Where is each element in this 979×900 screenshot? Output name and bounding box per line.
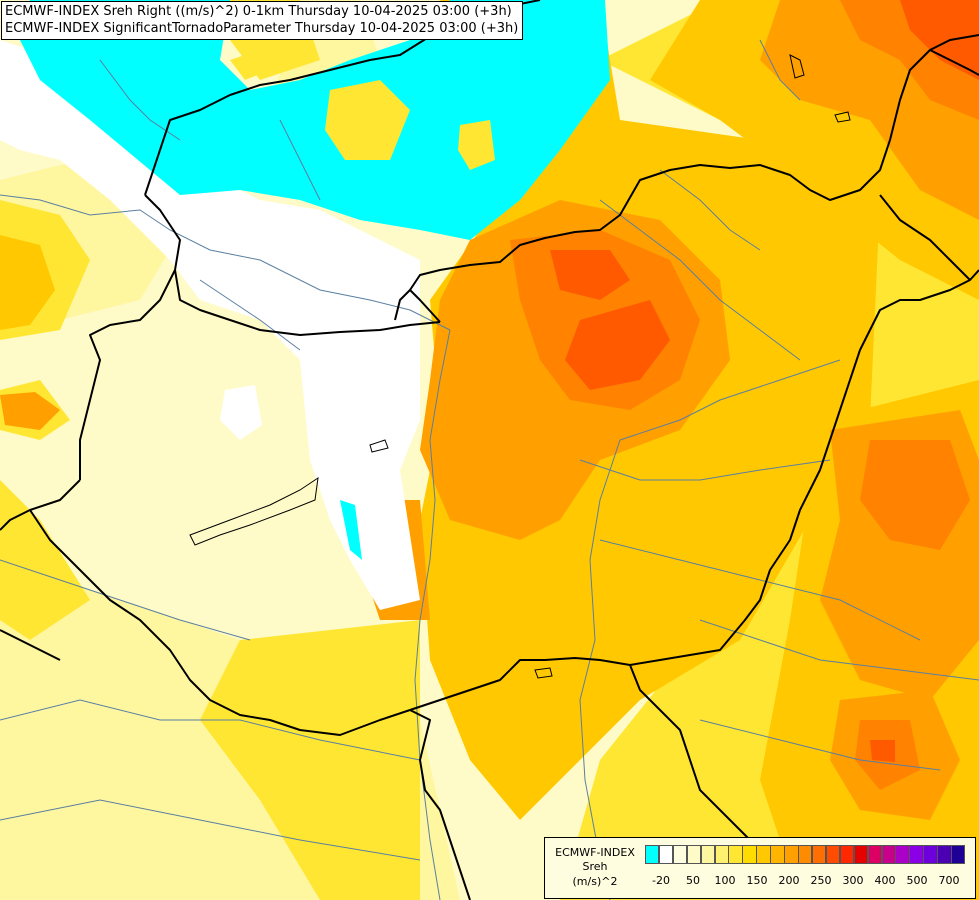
legend-swatch bbox=[839, 845, 855, 864]
field-cyan-holes bbox=[230, 50, 495, 170]
legend-swatch bbox=[811, 845, 827, 864]
legend-swatch bbox=[700, 845, 716, 864]
legend-tick-label: 150 bbox=[746, 874, 768, 887]
legend-swatch bbox=[825, 845, 841, 864]
legend-swatch bbox=[686, 845, 702, 864]
color-legend: ECMWF-INDEX Sreh (m/s)^2 -20 50 100 150 200 2… bbox=[544, 837, 976, 899]
legend-swatch bbox=[853, 845, 869, 864]
field-red-orange bbox=[550, 0, 979, 762]
legend-swatch bbox=[658, 845, 674, 864]
field-white bbox=[0, 40, 420, 610]
legend-tick-label: 50 bbox=[686, 874, 700, 887]
legend-swatch bbox=[937, 845, 952, 864]
legend-swatch bbox=[714, 845, 729, 864]
legend-swatch bbox=[672, 845, 688, 864]
title-line-2: ECMWF-INDEX SignificantTornadoParameter … bbox=[5, 21, 519, 36]
legend-swatch bbox=[909, 845, 924, 864]
map-title-box: ECMWF-INDEX Sreh Right ((m/s)^2) 0-1km T… bbox=[1, 1, 524, 40]
legend-swatch bbox=[923, 845, 938, 864]
legend-swatch bbox=[798, 845, 813, 864]
legend-swatch bbox=[867, 845, 882, 864]
legend-tick-label: 700 bbox=[938, 874, 960, 887]
legend-swatch bbox=[951, 845, 966, 864]
legend-swatch bbox=[756, 845, 771, 864]
field-cyan bbox=[20, 0, 610, 560]
legend-tick-label: 250 bbox=[810, 874, 832, 887]
legend-swatch bbox=[770, 845, 785, 864]
legend-tick-label: 300 bbox=[842, 874, 864, 887]
legend-tick-label: 100 bbox=[714, 874, 736, 887]
legend-tick-label: 200 bbox=[778, 874, 800, 887]
lakes bbox=[189, 54, 851, 679]
legend-label-variable: Sreh bbox=[582, 860, 608, 873]
legend-swatch bbox=[645, 845, 660, 864]
legend-swatch bbox=[728, 845, 743, 864]
legend-label-unit: (m/s)^2 bbox=[572, 875, 618, 888]
legend-swatch bbox=[881, 845, 896, 864]
rivers bbox=[0, 39, 979, 900]
legend-swatch bbox=[784, 845, 799, 864]
legend-swatch bbox=[895, 845, 910, 864]
title-line-1: ECMWF-INDEX Sreh Right ((m/s)^2) 0-1km T… bbox=[5, 4, 512, 19]
legend-tick-label: -20 bbox=[652, 874, 670, 887]
legend-swatch bbox=[742, 845, 757, 864]
legend-label-source: ECMWF-INDEX bbox=[555, 846, 635, 859]
legend-tick-label: 500 bbox=[906, 874, 928, 887]
legend-tick-label: 400 bbox=[874, 874, 896, 887]
